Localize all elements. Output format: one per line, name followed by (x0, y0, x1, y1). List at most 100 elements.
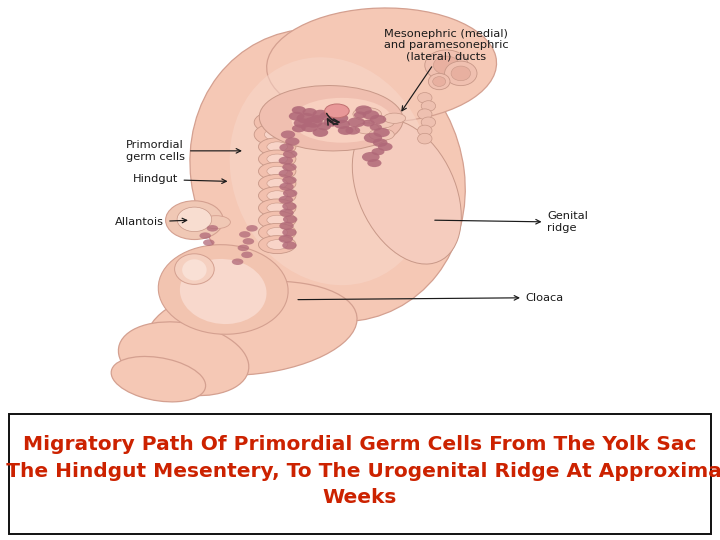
Circle shape (283, 215, 297, 224)
Ellipse shape (267, 142, 287, 152)
Circle shape (282, 202, 297, 211)
Text: Migratory Path Of Primordial Germ Cells From The Yolk Sac
Along The Hindgut Mese: Migratory Path Of Primordial Germ Cells … (0, 435, 720, 507)
Ellipse shape (258, 162, 296, 180)
Circle shape (203, 239, 215, 246)
Ellipse shape (254, 123, 300, 146)
Ellipse shape (418, 92, 432, 103)
Circle shape (328, 113, 348, 124)
Ellipse shape (158, 245, 288, 334)
Ellipse shape (202, 215, 230, 229)
Ellipse shape (421, 117, 436, 127)
Circle shape (282, 176, 297, 184)
Circle shape (302, 108, 317, 116)
Ellipse shape (421, 100, 436, 111)
Circle shape (334, 120, 350, 129)
Circle shape (374, 128, 390, 137)
Ellipse shape (180, 259, 266, 324)
Ellipse shape (230, 57, 433, 285)
Circle shape (199, 232, 211, 239)
Circle shape (292, 125, 306, 132)
Circle shape (238, 245, 249, 251)
Ellipse shape (418, 125, 432, 136)
Ellipse shape (353, 107, 382, 121)
Circle shape (282, 163, 297, 171)
FancyBboxPatch shape (9, 414, 711, 534)
Circle shape (348, 117, 365, 127)
Ellipse shape (177, 207, 212, 232)
Ellipse shape (258, 138, 296, 156)
Circle shape (232, 259, 243, 265)
Ellipse shape (267, 179, 287, 188)
Ellipse shape (174, 254, 215, 285)
Circle shape (320, 112, 336, 121)
Ellipse shape (352, 119, 462, 264)
Text: Hindgut: Hindgut (133, 174, 226, 184)
Ellipse shape (259, 85, 403, 151)
Circle shape (367, 159, 382, 167)
Ellipse shape (166, 201, 223, 240)
Circle shape (362, 152, 379, 162)
Circle shape (279, 222, 294, 230)
Ellipse shape (267, 191, 287, 201)
Circle shape (312, 110, 328, 119)
Circle shape (279, 235, 293, 243)
Ellipse shape (147, 281, 357, 375)
Text: Allantois: Allantois (115, 217, 186, 227)
Circle shape (304, 117, 323, 128)
Ellipse shape (433, 56, 459, 75)
Ellipse shape (258, 235, 296, 254)
Ellipse shape (451, 66, 471, 80)
Circle shape (285, 137, 300, 146)
Ellipse shape (267, 203, 287, 213)
Circle shape (373, 139, 387, 147)
Circle shape (363, 110, 379, 120)
Circle shape (346, 126, 360, 134)
Circle shape (338, 126, 354, 135)
Ellipse shape (384, 113, 405, 123)
Text: Mesonephric (medial)
and paramesonephric
(lateral) ducts: Mesonephric (medial) and paramesonephric… (384, 29, 509, 111)
Circle shape (325, 107, 344, 118)
Circle shape (279, 183, 294, 191)
Circle shape (243, 238, 254, 245)
Ellipse shape (418, 109, 432, 119)
Ellipse shape (258, 211, 296, 229)
Circle shape (282, 241, 297, 249)
Ellipse shape (118, 322, 249, 396)
Circle shape (292, 106, 306, 114)
Ellipse shape (258, 187, 296, 205)
Ellipse shape (182, 259, 207, 280)
Text: Genital
ridge: Genital ridge (435, 211, 588, 233)
Circle shape (279, 157, 293, 165)
Ellipse shape (444, 61, 477, 86)
Ellipse shape (356, 123, 379, 134)
Circle shape (281, 131, 295, 139)
Ellipse shape (190, 29, 465, 322)
Ellipse shape (369, 129, 395, 140)
Circle shape (356, 105, 372, 115)
Circle shape (279, 209, 294, 217)
Circle shape (239, 231, 251, 238)
Circle shape (289, 112, 305, 120)
Ellipse shape (111, 356, 206, 402)
Ellipse shape (267, 154, 287, 164)
Circle shape (241, 252, 253, 258)
Circle shape (279, 195, 293, 204)
Text: Cloaca: Cloaca (298, 293, 564, 302)
Circle shape (283, 150, 297, 158)
Ellipse shape (369, 117, 395, 128)
Circle shape (282, 228, 297, 237)
Ellipse shape (254, 111, 300, 134)
Circle shape (246, 225, 258, 232)
Circle shape (378, 143, 392, 151)
Circle shape (301, 122, 318, 132)
Circle shape (369, 124, 382, 131)
Ellipse shape (264, 116, 290, 129)
Text: Primordial
germ cells: Primordial germ cells (126, 140, 240, 161)
Circle shape (362, 120, 375, 126)
Circle shape (294, 118, 311, 128)
Ellipse shape (292, 98, 392, 143)
Circle shape (323, 118, 339, 127)
Ellipse shape (267, 215, 287, 225)
Ellipse shape (428, 73, 450, 90)
Circle shape (279, 170, 293, 178)
